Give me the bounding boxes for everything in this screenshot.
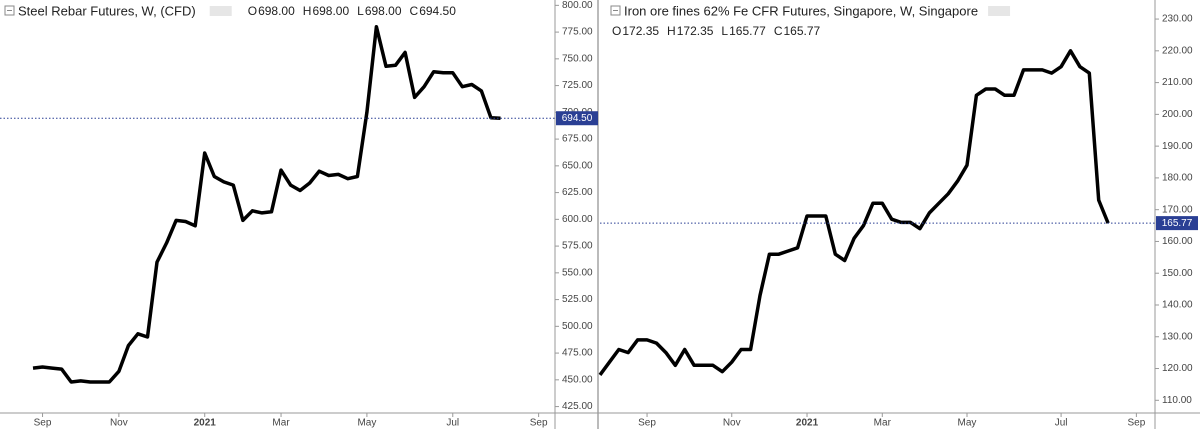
y-tick-label: 120.00 bbox=[1162, 363, 1193, 374]
ohlc-key: O bbox=[612, 24, 621, 38]
collapse-icon bbox=[4, 5, 15, 16]
y-tick-label: 800.00 bbox=[562, 0, 593, 11]
x-tick-label: Sep bbox=[638, 418, 656, 429]
settings-icons bbox=[209, 6, 232, 16]
y-tick-label: 210.00 bbox=[1162, 77, 1193, 88]
x-tick-label: 2021 bbox=[194, 418, 217, 429]
y-tick-label: 160.00 bbox=[1162, 236, 1193, 247]
chart-title: Iron ore fines 62% Fe CFR Futures, Singa… bbox=[624, 3, 978, 18]
y-tick-label: 600.00 bbox=[562, 214, 593, 225]
y-tick-label: 110.00 bbox=[1162, 395, 1192, 406]
ohlc-key: H bbox=[667, 24, 676, 38]
y-tick-label: 180.00 bbox=[1162, 173, 1193, 184]
y-tick-label: 675.00 bbox=[562, 134, 593, 145]
y-tick-label: 550.00 bbox=[562, 267, 593, 278]
x-tick-label: Nov bbox=[110, 418, 128, 429]
y-tick-label: 775.00 bbox=[562, 27, 593, 38]
y-tick-label: 525.00 bbox=[562, 294, 593, 305]
y-tick-label: 625.00 bbox=[562, 187, 593, 198]
y-tick-label: 725.00 bbox=[562, 80, 593, 91]
x-tick-label: Mar bbox=[874, 418, 892, 429]
chart-title: Steel Rebar Futures, W, (CFD) bbox=[18, 3, 196, 18]
y-tick-label: 190.00 bbox=[1162, 141, 1193, 152]
x-tick-label: Jul bbox=[1055, 418, 1068, 429]
x-tick-label: Sep bbox=[530, 418, 548, 429]
price-line bbox=[598, 49, 1110, 376]
ohlc-value: 694.50 bbox=[419, 4, 456, 18]
y-tick-label: 170.00 bbox=[1162, 204, 1193, 215]
ohlc-key: L bbox=[357, 4, 364, 18]
y-tick-label: 425.00 bbox=[562, 401, 593, 412]
collapse-icon bbox=[610, 5, 621, 16]
y-tick-label: 200.00 bbox=[1162, 109, 1193, 120]
y-tick-label: 150.00 bbox=[1162, 268, 1193, 279]
y-tick-label: 475.00 bbox=[562, 348, 593, 359]
x-tick-label: Jul bbox=[446, 418, 459, 429]
y-tick-label: 140.00 bbox=[1162, 300, 1193, 311]
ohlc-value: 165.77 bbox=[783, 24, 820, 38]
y-tick-label: 750.00 bbox=[562, 53, 593, 64]
last-price-label: 165.77 bbox=[1162, 218, 1193, 229]
ohlc-key: C bbox=[410, 4, 419, 18]
x-tick-label: Sep bbox=[1127, 418, 1145, 429]
last-price-label: 694.50 bbox=[562, 113, 593, 124]
y-tick-label: 130.00 bbox=[1162, 331, 1193, 342]
x-tick-label: Mar bbox=[272, 418, 290, 429]
y-tick-label: 230.00 bbox=[1162, 14, 1193, 25]
ohlc-key: O bbox=[248, 4, 257, 18]
ohlc-value: 698.00 bbox=[365, 4, 402, 18]
x-tick-label: 2021 bbox=[796, 418, 819, 429]
settings-icons bbox=[988, 6, 1011, 16]
last-price-box bbox=[1156, 216, 1198, 231]
y-tick-label: 450.00 bbox=[562, 374, 593, 385]
x-tick-label: May bbox=[357, 418, 376, 429]
x-tick-label: Nov bbox=[723, 418, 741, 429]
last-price-box bbox=[556, 111, 598, 126]
ohlc-key: H bbox=[303, 4, 312, 18]
y-tick-label: 575.00 bbox=[562, 241, 593, 252]
x-tick-label: Sep bbox=[34, 418, 52, 429]
y-tick-label: 220.00 bbox=[1162, 45, 1193, 56]
ohlc-value: 172.35 bbox=[622, 24, 659, 38]
x-tick-label: May bbox=[958, 418, 977, 429]
ohlc-value: 698.00 bbox=[258, 4, 295, 18]
ohlc-value: 172.35 bbox=[677, 24, 714, 38]
ohlc-key: C bbox=[774, 24, 783, 38]
ohlc-value: 698.00 bbox=[312, 4, 349, 18]
price-line bbox=[32, 24, 501, 384]
y-tick-label: 500.00 bbox=[562, 321, 593, 332]
y-tick-label: 650.00 bbox=[562, 160, 593, 171]
ohlc-key: L bbox=[721, 24, 728, 38]
ohlc-value: 165.77 bbox=[729, 24, 766, 38]
